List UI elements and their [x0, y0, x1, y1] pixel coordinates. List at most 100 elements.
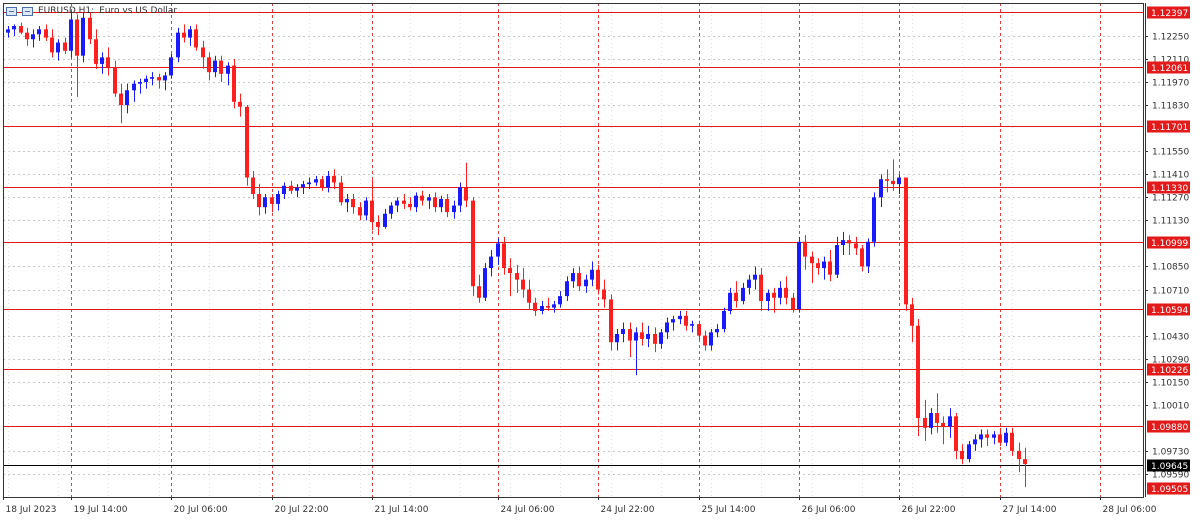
candle-body — [590, 269, 594, 280]
chart-type-icon[interactable] — [22, 6, 33, 16]
window-menu-icon[interactable] — [6, 6, 17, 16]
candle-body — [615, 333, 619, 343]
candle-body — [81, 17, 85, 56]
level-label: 1.10999 — [1151, 239, 1188, 249]
candle-body — [653, 333, 657, 344]
x-tick-label: 25 Jul 14:00 — [702, 505, 756, 515]
candle-body — [238, 101, 242, 107]
candle-body — [251, 177, 255, 195]
candle-body — [584, 279, 588, 287]
candle-body — [213, 60, 217, 73]
level-label-box — [1147, 120, 1190, 133]
candle-body — [772, 292, 776, 298]
candle-body — [715, 329, 719, 333]
candle-body — [270, 197, 274, 204]
candle-body — [332, 175, 336, 183]
candle-body — [6, 29, 10, 33]
candle-body — [414, 195, 418, 208]
candle-body — [923, 417, 927, 428]
candle-body — [339, 182, 343, 203]
candle-body — [452, 205, 456, 213]
x-tick-label: 18 Jul 2023 — [6, 505, 57, 515]
candle-body — [747, 279, 751, 288]
candle-body — [678, 315, 682, 320]
candle-body — [276, 194, 280, 204]
candle-body — [646, 333, 650, 339]
candle-body — [94, 39, 98, 64]
y-tick-label: 1.09590 — [1152, 471, 1189, 481]
candle-body — [546, 305, 550, 308]
candle-body — [803, 241, 807, 257]
candle-body — [797, 241, 801, 310]
current-price-label: 1.09645 — [1151, 462, 1188, 472]
candle-body — [100, 57, 104, 64]
candle-body — [420, 195, 424, 201]
x-tick-label: 24 Jul 06:00 — [501, 505, 555, 515]
x-axis-ticks: 18 Jul 2023 19 Jul 14:00 20 Jul 06:00 20 Ju… — [3, 497, 1157, 515]
candle-body — [144, 78, 148, 83]
candle-body — [31, 34, 35, 40]
current-price-box — [1147, 459, 1190, 472]
symbol-label: EURUSD,H1: — [38, 6, 95, 16]
candle-body — [376, 222, 380, 227]
candle-body — [828, 261, 832, 275]
candle-body — [157, 77, 161, 81]
candle-body — [75, 19, 79, 56]
candle-body — [985, 434, 989, 438]
candle-body — [389, 205, 393, 214]
candle-body — [1010, 432, 1014, 451]
price-labels: 1.12397 1.12061 1.11701 1.11330 1.10999 1.105… — [1147, 6, 1190, 495]
level-lines[interactable] — [3, 12, 1143, 466]
level-label-box — [1147, 363, 1190, 376]
candle-body — [885, 179, 889, 181]
candle-body — [960, 450, 964, 460]
candle-body — [69, 19, 73, 51]
candle-body — [521, 279, 525, 290]
candle-body — [759, 274, 763, 302]
candle-body — [502, 243, 506, 269]
candle-body — [383, 213, 387, 227]
candle-body — [245, 106, 249, 178]
y-tick-label: 1.12110 — [1152, 56, 1189, 66]
candle-body — [571, 273, 575, 282]
candle-body — [232, 65, 236, 102]
candle-body — [973, 439, 977, 445]
candle-body — [540, 305, 544, 311]
level-label-box — [1147, 181, 1190, 194]
candle-body — [56, 42, 60, 53]
candle-body — [741, 287, 745, 302]
candle-body — [188, 29, 192, 38]
candle-body — [132, 83, 136, 91]
candle-body — [119, 93, 123, 106]
candle-body — [295, 187, 299, 191]
candle-body — [508, 268, 512, 274]
y-tick-label: 1.11970 — [1152, 79, 1189, 89]
candle-body — [866, 241, 870, 267]
candle-body — [301, 184, 305, 188]
candle-body — [226, 65, 230, 74]
candle-body — [433, 197, 437, 208]
candle-body — [967, 444, 971, 460]
level-label: 1.11701 — [1151, 123, 1188, 133]
candle-body — [527, 289, 531, 303]
candle-body — [150, 77, 154, 79]
candle-body — [941, 422, 945, 427]
candle-body — [671, 319, 675, 323]
candle-body — [791, 297, 795, 310]
y-tick-label: 1.10430 — [1152, 333, 1189, 343]
candle-body — [63, 42, 67, 51]
candle-body — [19, 26, 23, 33]
x-tick-label: 26 Jul 06:00 — [802, 505, 856, 515]
candle-body — [1017, 450, 1021, 460]
candle-body — [897, 177, 901, 185]
y-tick-label: 1.11830 — [1152, 102, 1189, 112]
candle-body — [998, 434, 1002, 443]
candle-body — [282, 185, 286, 195]
candle-body — [496, 243, 500, 257]
candle-body — [722, 310, 726, 330]
candle-body — [609, 299, 613, 343]
level-label: 1.12061 — [1151, 64, 1188, 74]
candle-body — [954, 416, 958, 451]
candle-body — [351, 198, 355, 208]
